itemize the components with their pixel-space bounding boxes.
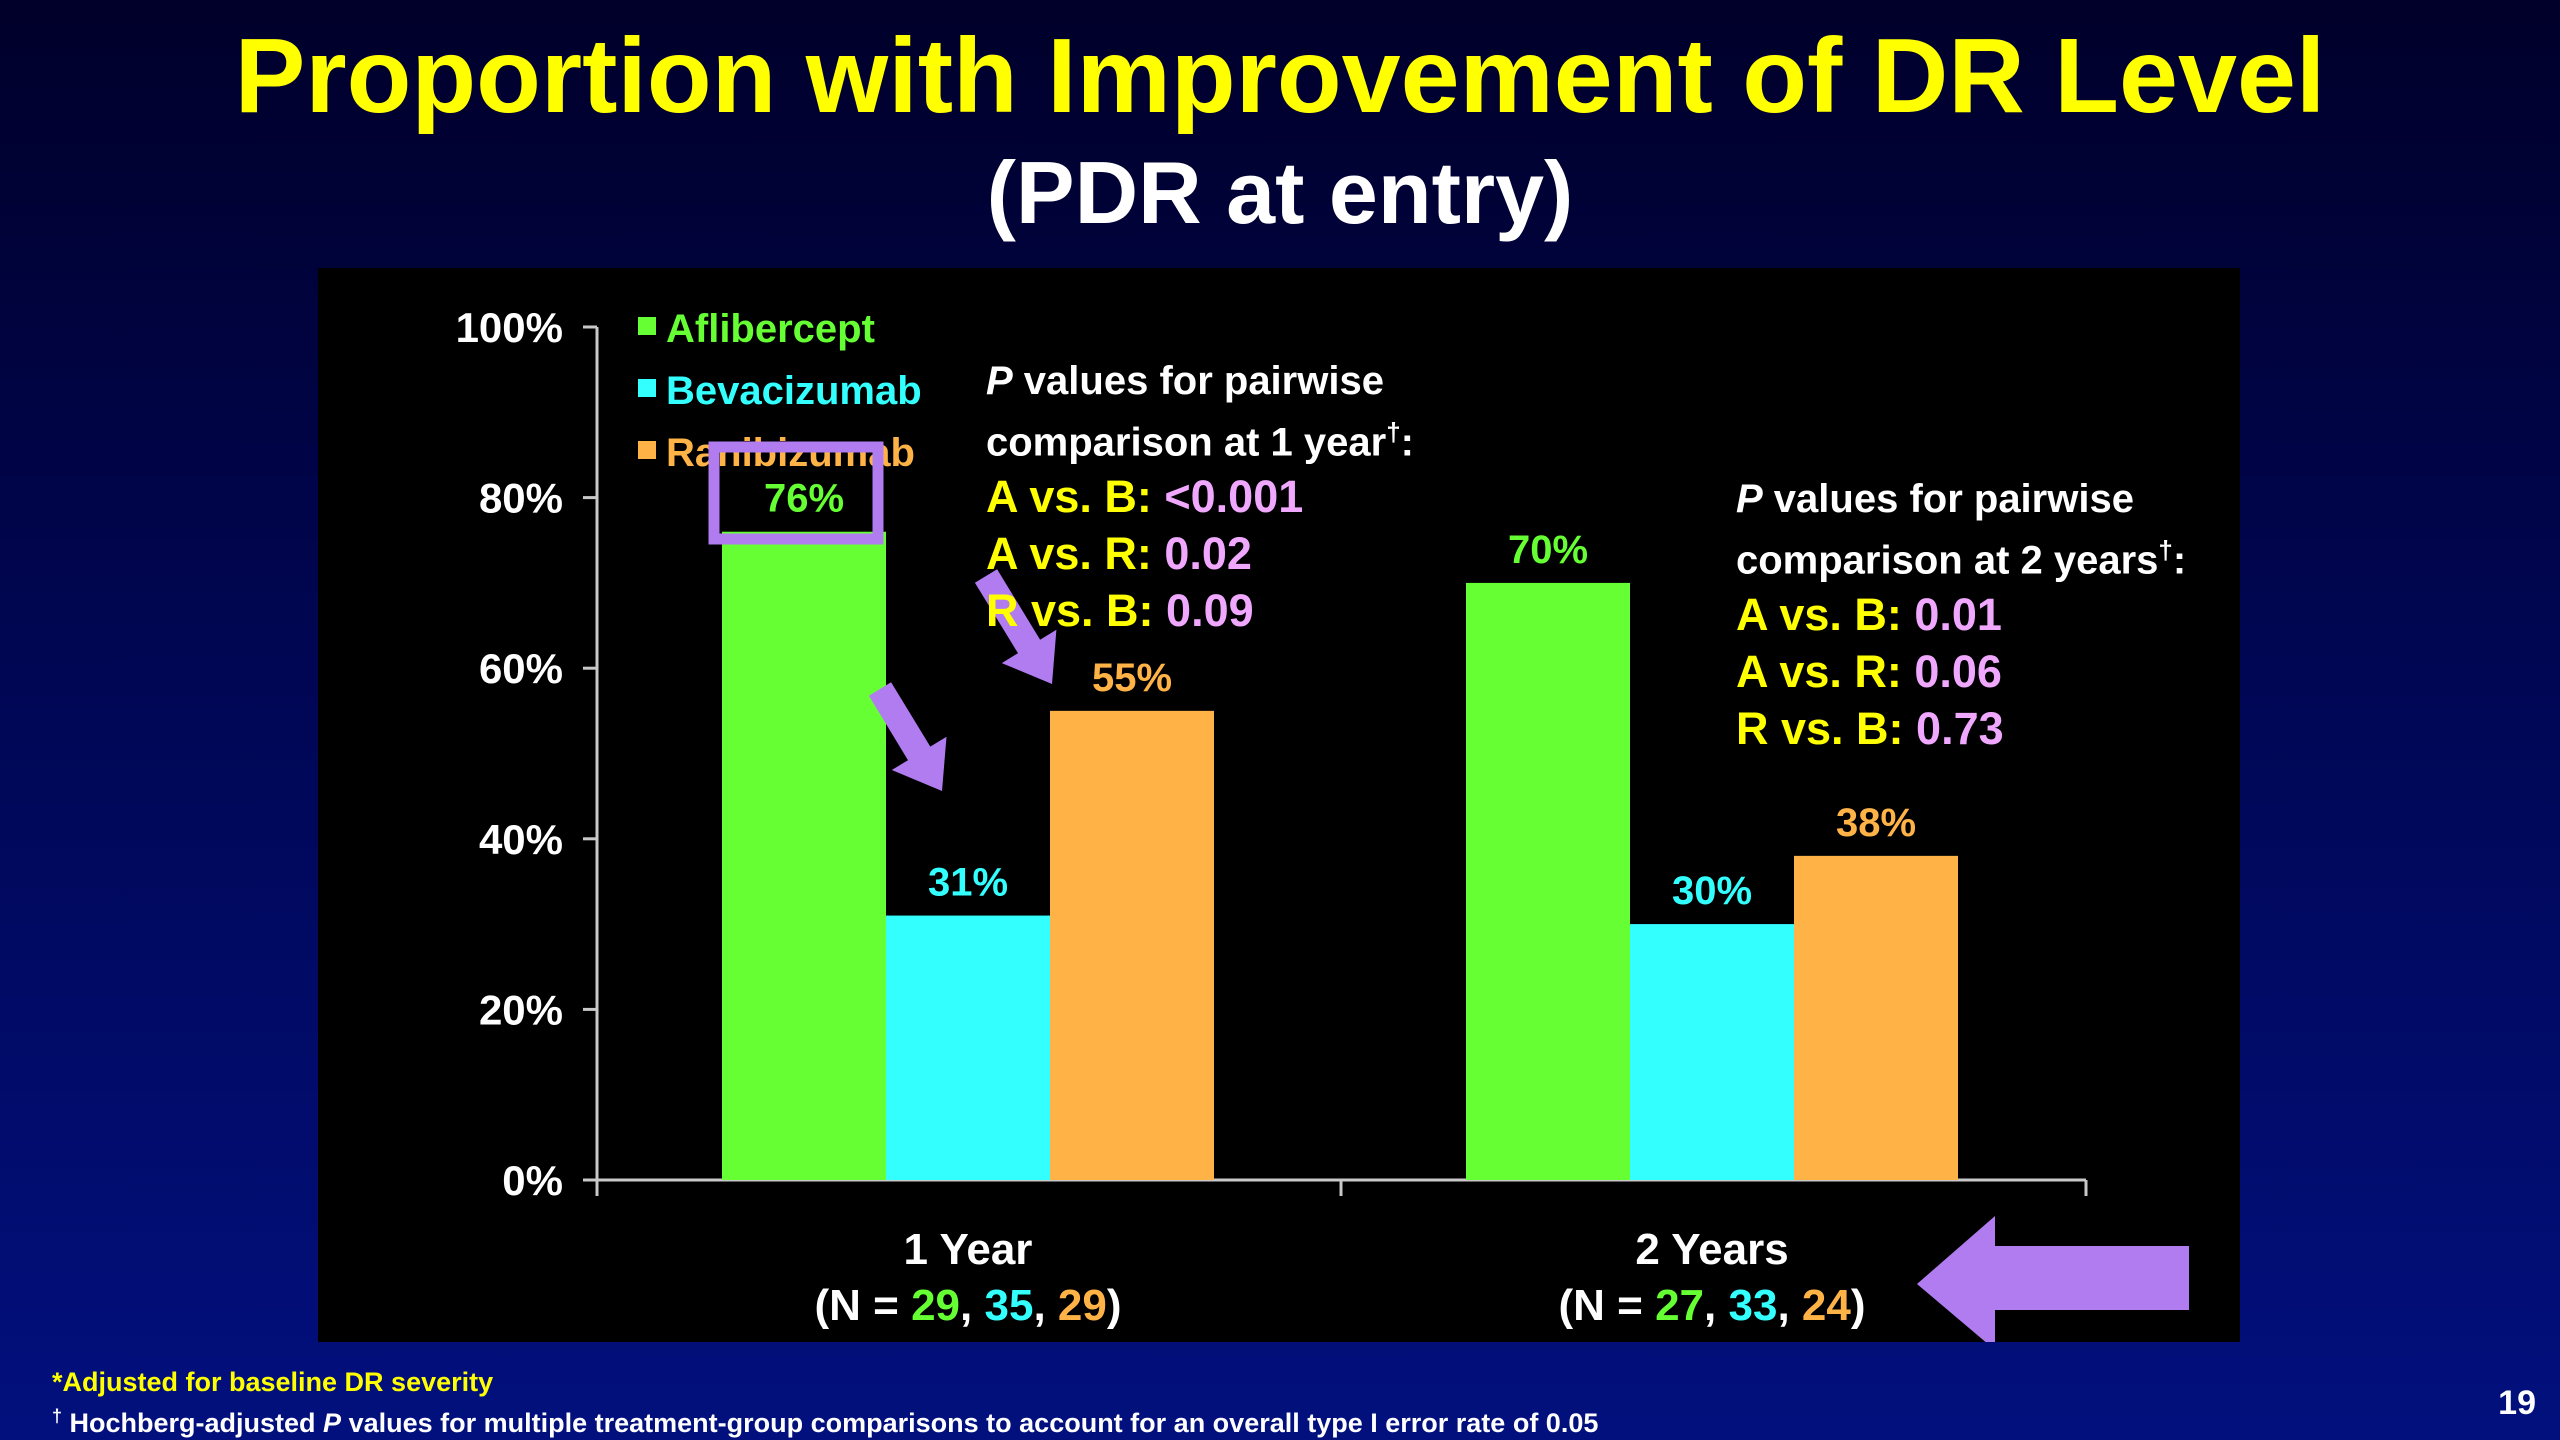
bar-ranibizumab bbox=[1794, 855, 1958, 1180]
n-count-part: (N = bbox=[815, 1281, 912, 1330]
x-category-label: 2 Years bbox=[1635, 1225, 1788, 1274]
p-row-name: A vs. R: bbox=[1736, 646, 1915, 698]
bar-value-label: 76% bbox=[764, 477, 844, 521]
p-row-rb: R vs. B: 0.73 bbox=[1736, 700, 2186, 757]
p-row-name: A vs. B: bbox=[986, 471, 1165, 523]
p-row-name: R vs. B: bbox=[986, 585, 1167, 637]
p-header-colon: : bbox=[2172, 538, 2187, 583]
n-count-part: (N = bbox=[1559, 1281, 1656, 1330]
y-tick-label: 20% bbox=[479, 986, 563, 1033]
legend-swatch bbox=[638, 441, 656, 459]
n-count-part: , bbox=[1704, 1281, 1728, 1330]
footnote-text-post: values for multiple treatment-group comp… bbox=[341, 1408, 1599, 1438]
arrow-annotation bbox=[974, 569, 1057, 684]
n-count-part: , bbox=[960, 1281, 984, 1330]
x-category-n-label: (N = 29, 35, 29) bbox=[815, 1281, 1122, 1330]
p-italic: P bbox=[1736, 477, 1763, 521]
x-category-n-label: (N = 27, 33, 24) bbox=[1559, 1281, 1866, 1330]
dagger-mark: † bbox=[2158, 535, 2173, 565]
arrow-annotation bbox=[868, 682, 947, 791]
bar-bevacizumab bbox=[886, 915, 1050, 1180]
y-tick-label: 60% bbox=[479, 645, 563, 692]
slide-number: 19 bbox=[2498, 1384, 2536, 1422]
dagger-mark: † bbox=[1386, 417, 1401, 447]
p-row-value: 0.73 bbox=[1916, 703, 2004, 755]
n-count-part: ) bbox=[1851, 1281, 1866, 1330]
dagger-mark: † bbox=[52, 1406, 63, 1426]
p-values-year1: P values for pairwise comparison at 1 ye… bbox=[986, 356, 1414, 639]
p-header-line2: comparison at 1 year bbox=[986, 420, 1387, 465]
n-count-part: ) bbox=[1107, 1281, 1122, 1330]
bar-bevacizumab bbox=[1630, 924, 1794, 1180]
n-count-part: 29 bbox=[911, 1281, 960, 1330]
p-row-value: 0.09 bbox=[1166, 585, 1254, 637]
legend-label-aflibercept: Aflibercept bbox=[666, 307, 875, 351]
slide-title: Proportion with Improvement of DR Level bbox=[234, 17, 2326, 135]
bar-value-label: 38% bbox=[1836, 801, 1916, 845]
p-values-year2: P values for pairwise comparison at 2 ye… bbox=[1736, 474, 2186, 757]
n-count-part: 35 bbox=[984, 1281, 1033, 1330]
footnote-text-pre: Hochberg-adjusted bbox=[62, 1408, 324, 1438]
p-row-name: R vs. B: bbox=[1736, 703, 1917, 755]
legend-label-bevacizumab: Bevacizumab bbox=[666, 369, 922, 413]
chart-panel: 0% 20% 40% 60% 80% 100% 76% 70% 31% 30% 55% 38% 1 Ye… bbox=[318, 268, 2240, 1342]
bar-aflibercept bbox=[722, 531, 886, 1180]
x-category-label: 1 Year bbox=[904, 1225, 1033, 1274]
p-row-value: 0.06 bbox=[1914, 646, 2002, 698]
p-row-value: 0.01 bbox=[1914, 589, 2002, 641]
legend-swatch bbox=[638, 379, 656, 397]
bar-aflibercept bbox=[1466, 582, 1630, 1180]
bar-value-label: 30% bbox=[1672, 869, 1752, 913]
p-header-line1: values for pairwise bbox=[1012, 359, 1384, 403]
p-row-ar: A vs. R: 0.06 bbox=[1736, 643, 2186, 700]
p-header-colon: : bbox=[1400, 420, 1414, 465]
p-row-name: A vs. B: bbox=[1736, 589, 1915, 641]
y-tick-label: 80% bbox=[479, 475, 563, 522]
y-tick-label: 0% bbox=[502, 1157, 563, 1204]
p-row-value: <0.001 bbox=[1164, 471, 1304, 523]
n-count-part: , bbox=[1777, 1281, 1801, 1330]
p-row-rb: R vs. B: 0.09 bbox=[986, 582, 1414, 639]
left-arrow-annotation bbox=[1917, 1216, 2189, 1342]
p-row-value: 0.02 bbox=[1164, 528, 1252, 580]
footnote-hochberg: † Hochberg-adjusted P values for multipl… bbox=[52, 1399, 1598, 1440]
n-count-part: 29 bbox=[1058, 1281, 1107, 1330]
p-italic: P bbox=[323, 1408, 342, 1438]
legend-swatch bbox=[638, 317, 656, 335]
p-row-ab: A vs. B: <0.001 bbox=[986, 468, 1414, 525]
n-count-part: 24 bbox=[1802, 1281, 1851, 1330]
highlight-box bbox=[708, 441, 884, 545]
y-tick-label: 100% bbox=[456, 304, 563, 351]
p-header-line2: comparison at 2 years bbox=[1736, 538, 2159, 583]
y-tick-label: 40% bbox=[479, 816, 563, 863]
bar-value-label: 70% bbox=[1508, 528, 1588, 572]
p-row-name: A vs. R: bbox=[986, 528, 1165, 580]
p-header-line1: values for pairwise bbox=[1762, 477, 2134, 521]
n-count-part: 27 bbox=[1655, 1281, 1704, 1330]
p-italic: P bbox=[986, 359, 1013, 403]
p-row-ar: A vs. R: 0.02 bbox=[986, 525, 1414, 582]
bar-chart: 0% 20% 40% 60% 80% 100% 76% 70% 31% 30% 55% 38% 1 Ye… bbox=[456, 304, 2189, 1342]
slide-subtitle: (PDR at entry) bbox=[986, 143, 1574, 242]
bar-ranibizumab bbox=[1050, 710, 1214, 1180]
n-count-part: , bbox=[1033, 1281, 1057, 1330]
bar-value-label: 55% bbox=[1092, 656, 1172, 700]
n-count-part: 33 bbox=[1728, 1281, 1777, 1330]
p-row-ab: A vs. B: 0.01 bbox=[1736, 586, 2186, 643]
footnote-adjusted: *Adjusted for baseline DR severity bbox=[52, 1367, 494, 1397]
bar-value-label: 31% bbox=[928, 861, 1008, 905]
